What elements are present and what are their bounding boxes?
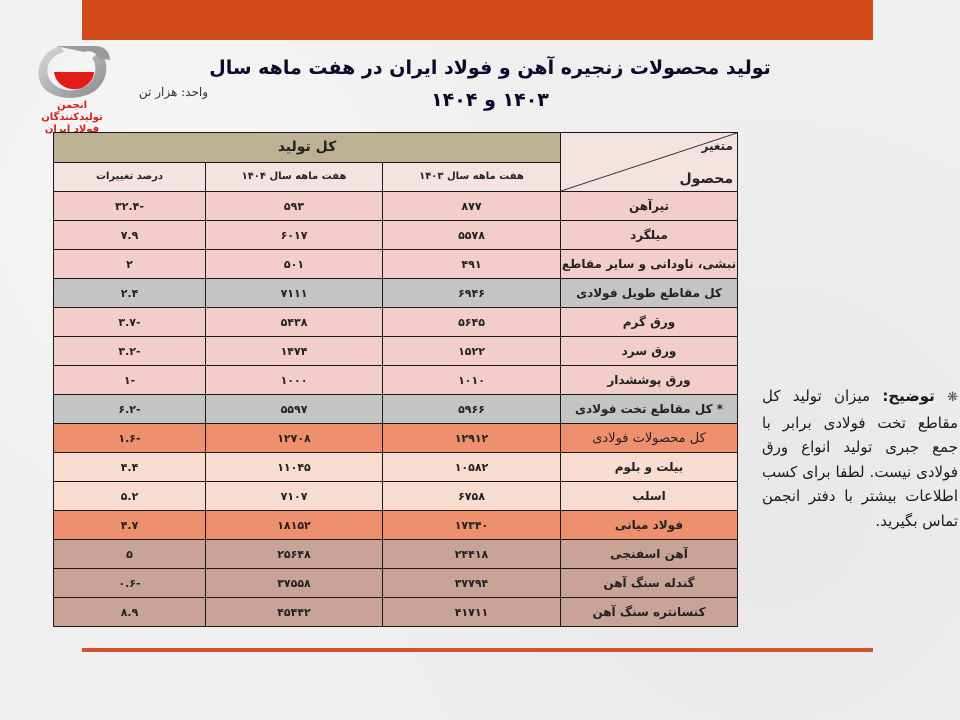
value-1404-cell: ۲۵۶۴۸ [205, 539, 383, 569]
value-1403-cell: ۴۹۱ [382, 249, 561, 279]
product-cell: نبشی، ناودانی و سایر مقاطع [560, 249, 738, 279]
table-row: فولاد میانی ۱۷۳۴۰ ۱۸۱۵۲ ۴.۷ [53, 510, 738, 540]
percent-change-cell: ۷.۹ [53, 220, 206, 250]
product-cell: * کل مقاطع تخت فولادی [560, 394, 738, 424]
product-cell: کنسانتره سنگ آهن [560, 597, 738, 627]
table-row: ورق پوششدار ۱۰۱۰ ۱۰۰۰ -۱ [53, 365, 738, 395]
value-1403-cell: ۱۷۳۴۰ [382, 510, 561, 540]
value-1404-cell: ۷۱۰۷ [205, 481, 383, 511]
table-row: کل مقاطع طویل فولادی ۶۹۴۶ ۷۱۱۱ ۲.۴ [53, 278, 738, 308]
value-1403-cell: ۳۷۷۹۴ [382, 568, 561, 598]
value-1403-cell: ۵۹۶۶ [382, 394, 561, 424]
product-cell: کل محصولات فولادی [560, 423, 738, 453]
table-row: * کل مقاطع تخت فولادی ۵۹۶۶ ۵۵۹۷ -۶.۲ [53, 394, 738, 424]
logo-emblem-icon [38, 46, 110, 98]
percent-change-cell: -۳۲.۴ [53, 191, 206, 221]
product-cell: ورق پوششدار [560, 365, 738, 395]
logo-text-line1: انجمن تولیدکنندگان [41, 100, 103, 123]
value-1404-cell: ۵۴۳۸ [205, 307, 383, 337]
asterisk-icon: ❋ [947, 390, 958, 405]
percent-change-cell: ۵ [53, 539, 206, 569]
table-row: بیلت و بلوم ۱۰۵۸۲ ۱۱۰۴۵ ۴.۴ [53, 452, 738, 482]
value-1404-cell: ۵۰۱ [205, 249, 383, 279]
footnote-label: توضیح: [882, 387, 935, 405]
value-1404-cell: ۵۵۹۷ [205, 394, 383, 424]
corner-product-label: محصول [679, 171, 733, 187]
table-body: تیرآهن ۸۷۷ ۵۹۳ -۳۲.۴ میلگرد ۵۵۷۸ ۶۰۱۷ ۷.۹ نبشی، … [53, 191, 738, 627]
value-1404-cell: ۱۲۷۰۸ [205, 423, 383, 453]
value-1403-cell: ۸۷۷ [382, 191, 561, 221]
value-1403-cell: ۱۵۲۲ [382, 336, 561, 366]
percent-change-cell: ۲ [53, 249, 206, 279]
production-table: متغیر محصول کل تولید هفت ماهه سال ۱۴۰۳ ه… [53, 132, 738, 627]
unit-label: واحد: هزار تن [138, 85, 208, 99]
product-cell: تیرآهن [560, 191, 738, 221]
percent-change-cell: ۸.۹ [53, 597, 206, 627]
page-title: تولید محصولات زنجیره آهن و فولاد ایران د… [209, 57, 771, 111]
percent-change-cell: ۲.۴ [53, 278, 206, 308]
value-1404-cell: ۱۴۷۴ [205, 336, 383, 366]
product-cell: گندله سنگ آهن [560, 568, 738, 598]
product-cell: کل مقاطع طویل فولادی [560, 278, 738, 308]
value-1403-cell: ۱۲۹۱۲ [382, 423, 561, 453]
value-1404-cell: ۱۰۰۰ [205, 365, 383, 395]
product-cell: فولاد میانی [560, 510, 738, 540]
percent-change-cell: -۱.۶ [53, 423, 206, 453]
group-header-total-production: کل تولید [53, 132, 561, 163]
table-row: نبشی، ناودانی و سایر مقاطع ۴۹۱ ۵۰۱ ۲ [53, 249, 738, 279]
value-1404-cell: ۳۷۵۵۸ [205, 568, 383, 598]
footnote-text: میزان تولید کل مقاطع تخت فولادی برابر با… [762, 387, 958, 530]
value-1403-cell: ۲۴۴۱۸ [382, 539, 561, 569]
column-header-1403: هفت ماهه سال ۱۴۰۳ [382, 161, 561, 192]
logo-text: انجمن تولیدکنندگان فولاد ایران [30, 100, 114, 136]
percent-change-cell: -۰.۶ [53, 568, 206, 598]
table-row: اسلب ۶۷۵۸ ۷۱۰۷ ۵.۲ [53, 481, 738, 511]
percent-change-cell: ۵.۲ [53, 481, 206, 511]
product-cell: میلگرد [560, 220, 738, 250]
value-1403-cell: ۱۰۵۸۲ [382, 452, 561, 482]
table-row: میلگرد ۵۵۷۸ ۶۰۱۷ ۷.۹ [53, 220, 738, 250]
value-1403-cell: ۵۶۴۵ [382, 307, 561, 337]
value-1404-cell: ۷۱۱۱ [205, 278, 383, 308]
table-row: ورق سرد ۱۵۲۲ ۱۴۷۴ -۳.۲ [53, 336, 738, 366]
footnote: ❋ توضیح: میزان تولید کل مقاطع تخت فولادی… [762, 384, 958, 533]
table-row: کل محصولات فولادی ۱۲۹۱۲ ۱۲۷۰۸ -۱.۶ [53, 423, 738, 453]
percent-change-cell: -۳.۷ [53, 307, 206, 337]
value-1404-cell: ۶۰۱۷ [205, 220, 383, 250]
value-1403-cell: ۶۹۴۶ [382, 278, 561, 308]
value-1404-cell: ۱۱۰۴۵ [205, 452, 383, 482]
value-1403-cell: ۶۷۵۸ [382, 481, 561, 511]
value-1403-cell: ۴۱۷۱۱ [382, 597, 561, 627]
column-header-percent-change: درصد تغییرات [53, 161, 206, 192]
product-cell: اسلب [560, 481, 738, 511]
table-row: آهن اسفنجی ۲۴۴۱۸ ۲۵۶۴۸ ۵ [53, 539, 738, 569]
percent-change-cell: -۳.۲ [53, 336, 206, 366]
corner-header-cell: متغیر محصول [560, 132, 738, 192]
value-1404-cell: ۴۵۴۴۲ [205, 597, 383, 627]
value-1404-cell: ۵۹۳ [205, 191, 383, 221]
table-row: گندله سنگ آهن ۳۷۷۹۴ ۳۷۵۵۸ -۰.۶ [53, 568, 738, 598]
column-header-1404: هفت ماهه سال ۱۴۰۴ [205, 161, 383, 192]
value-1403-cell: ۵۵۷۸ [382, 220, 561, 250]
logo [30, 42, 118, 130]
logo-text-line2: فولاد ایران [44, 124, 100, 135]
value-1404-cell: ۱۸۱۵۲ [205, 510, 383, 540]
value-1403-cell: ۱۰۱۰ [382, 365, 561, 395]
product-cell: ورق گرم [560, 307, 738, 337]
product-cell: بیلت و بلوم [560, 452, 738, 482]
top-accent-bar [82, 0, 873, 40]
percent-change-cell: -۱ [53, 365, 206, 395]
bottom-accent-line [82, 648, 873, 652]
percent-change-cell: -۶.۲ [53, 394, 206, 424]
percent-change-cell: ۴.۷ [53, 510, 206, 540]
product-cell: آهن اسفنجی [560, 539, 738, 569]
corner-variable-label: متغیر [701, 139, 733, 153]
percent-change-cell: ۴.۴ [53, 452, 206, 482]
table-row: تیرآهن ۸۷۷ ۵۹۳ -۳۲.۴ [53, 191, 738, 221]
product-cell: ورق سرد [560, 336, 738, 366]
table-row: ورق گرم ۵۶۴۵ ۵۴۳۸ -۳.۷ [53, 307, 738, 337]
table-row: کنسانتره سنگ آهن ۴۱۷۱۱ ۴۵۴۴۲ ۸.۹ [53, 597, 738, 627]
diagonal-divider-icon [561, 133, 737, 191]
